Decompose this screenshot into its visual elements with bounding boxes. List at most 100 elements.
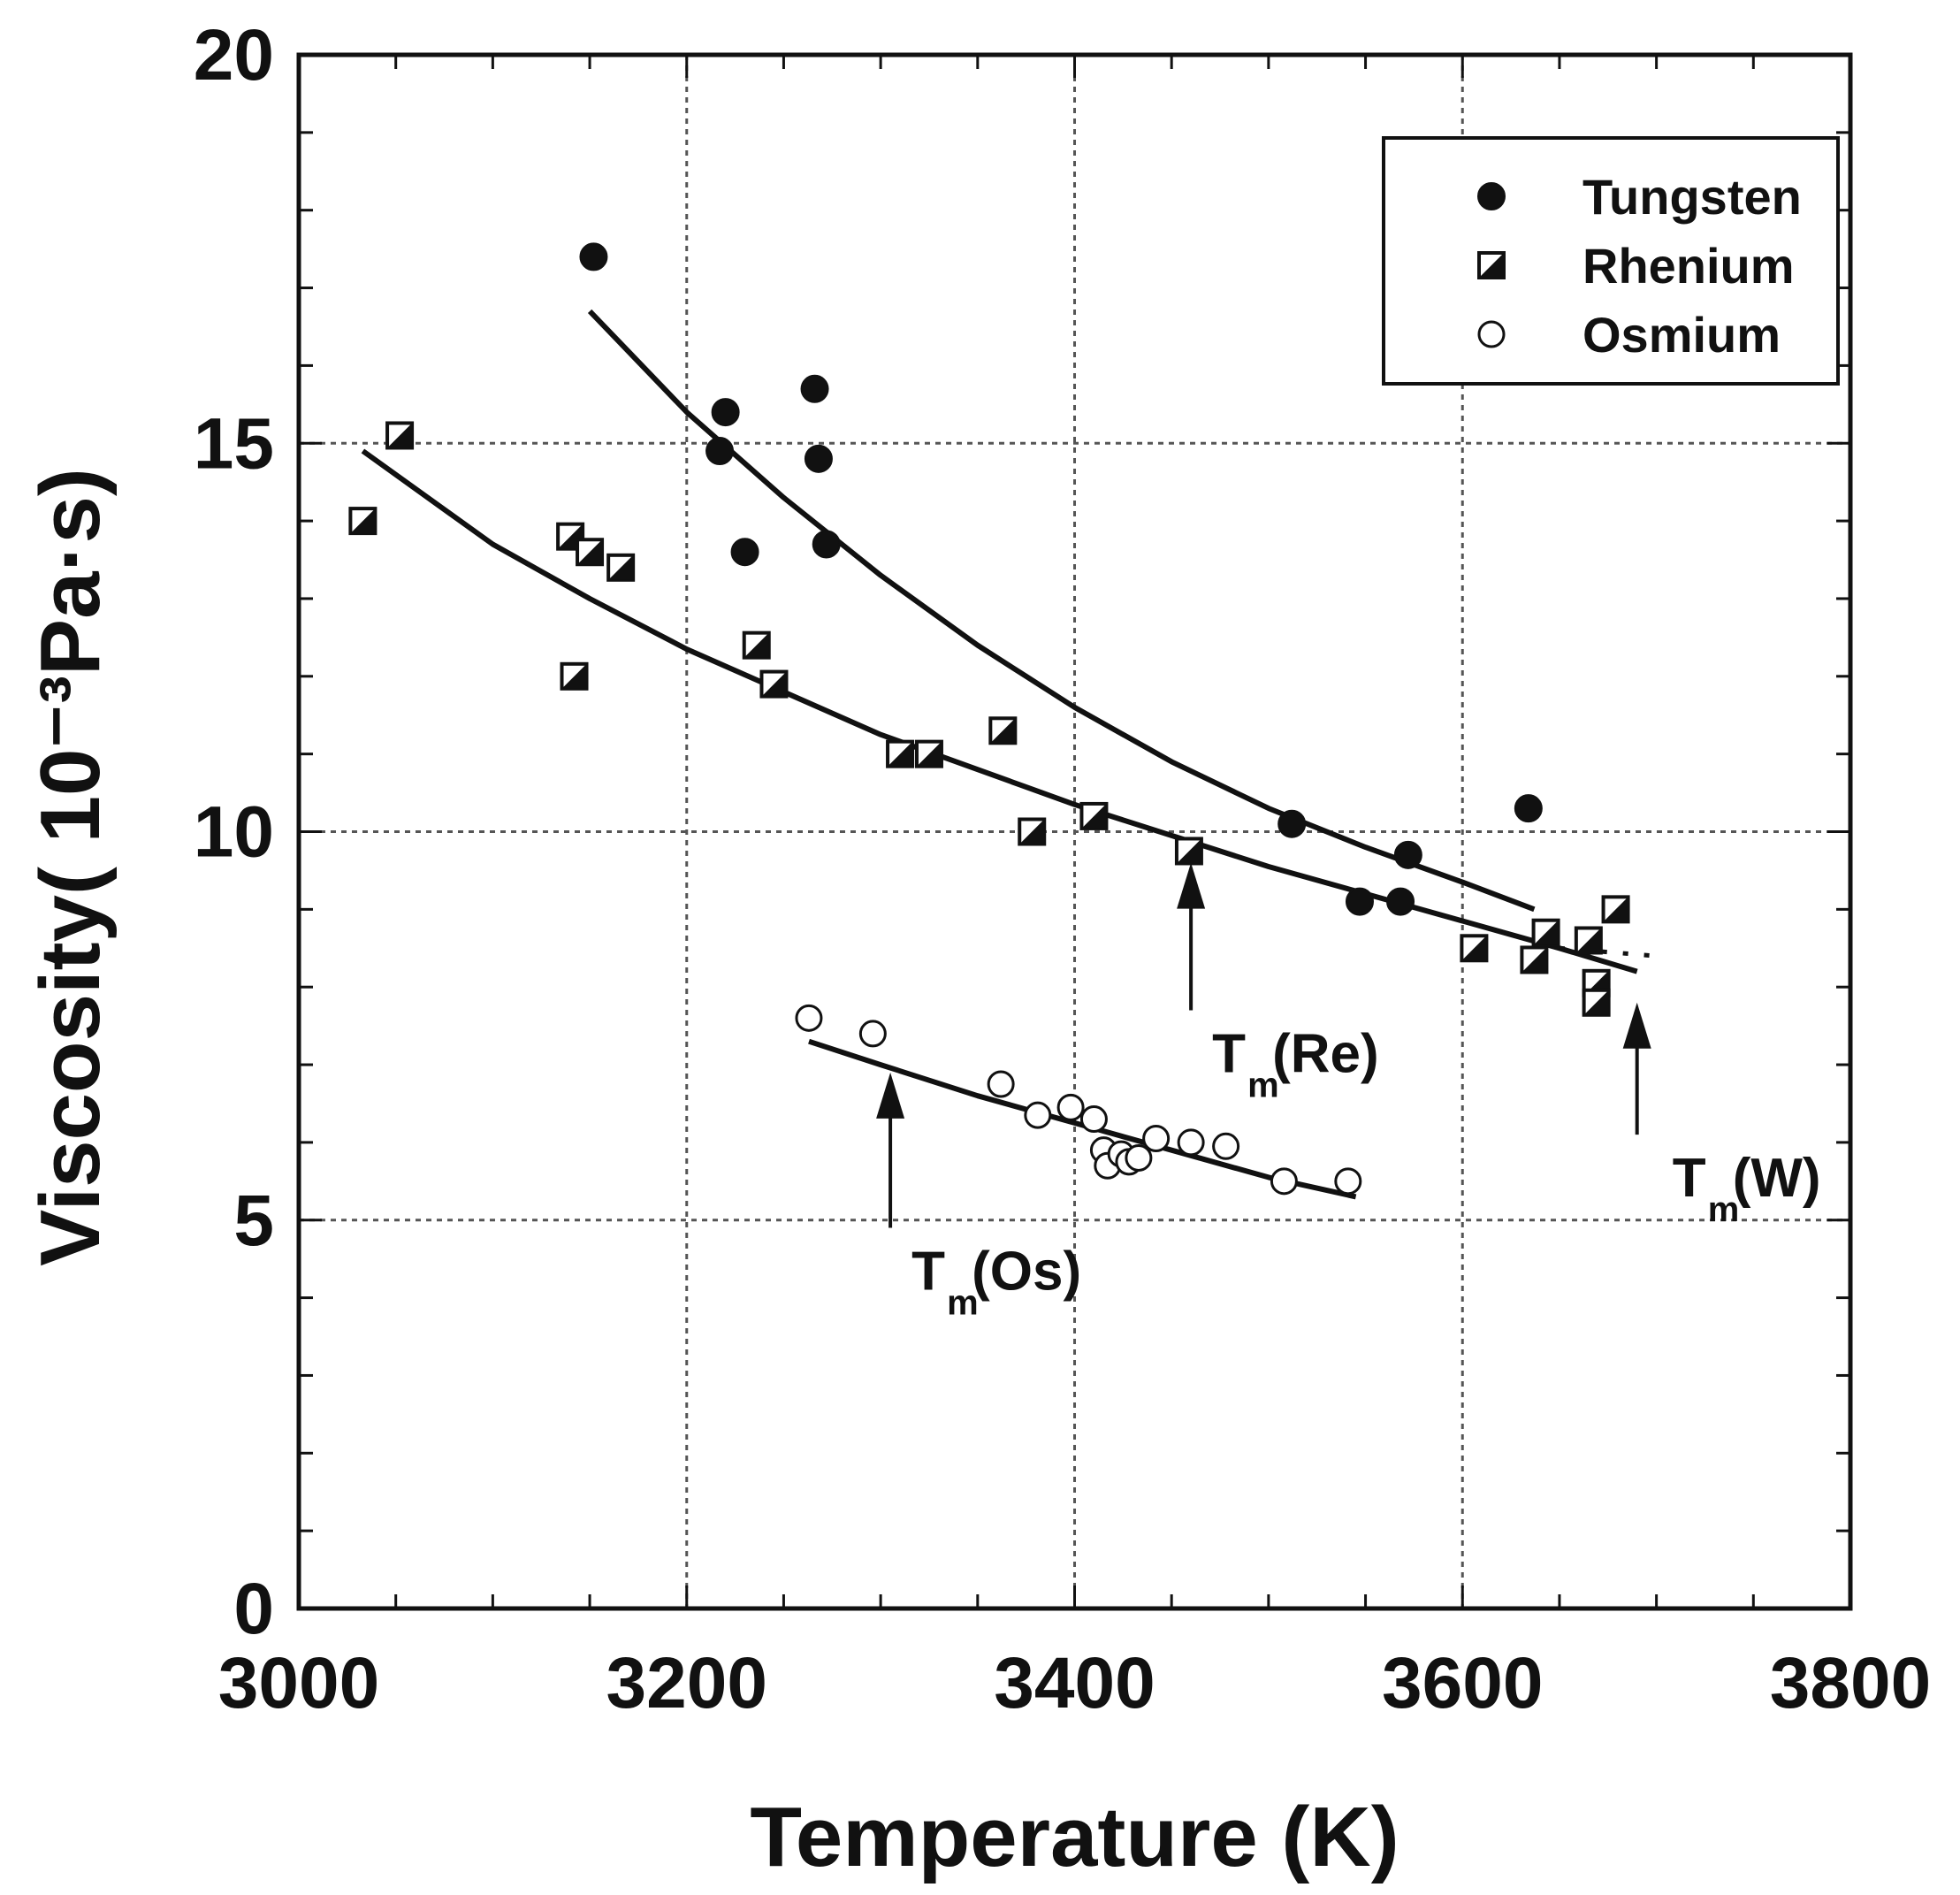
marker-square-fill [1575, 928, 1601, 953]
marker-square-fill [561, 663, 587, 689]
rhenium-fit-curve [361, 448, 1638, 974]
rhenium-point-16 [1531, 918, 1560, 947]
osmium-point-13 [1212, 1132, 1240, 1160]
rhenium-point-19 [1582, 988, 1611, 1017]
rhenium-point-8 [886, 739, 915, 768]
marker-square-fill [744, 632, 769, 658]
rhenium-point-1 [385, 421, 415, 450]
rhenium-point-20 [1601, 895, 1630, 924]
rhenium-point-14 [1460, 934, 1489, 963]
rhenium-point-11 [1018, 817, 1047, 846]
y-tick-label-15: 15 [194, 403, 274, 484]
tungsten-point-1 [711, 398, 740, 427]
x-axis-title: Temperature (K) [750, 1790, 1399, 1884]
osmium-point-1 [858, 1020, 887, 1048]
marker-square-fill [916, 741, 942, 767]
tungsten-point-3 [730, 538, 759, 567]
x-tick-label-3200: 3200 [606, 1643, 767, 1723]
plot-frame [296, 52, 1853, 1611]
legend-marker-tungsten [1477, 182, 1506, 210]
marker-square-fill [888, 741, 913, 767]
osmium-point-15 [1334, 1167, 1362, 1196]
marker-square-fill [1583, 990, 1609, 1015]
y-axis-title: Viscosity( 10⁻³Pa·s) [23, 468, 118, 1266]
legend-entries: Tungsten Rhenium Osmium [1477, 169, 1802, 363]
osmium-fit-curve [808, 1038, 1357, 1200]
y-tick-label-0: 0 [233, 1569, 274, 1649]
arrow-head [876, 1072, 905, 1119]
x-tick-label-3800: 3800 [1770, 1643, 1931, 1723]
legend-label-osmium: Osmium [1582, 307, 1781, 363]
osmium-point-11 [1142, 1125, 1171, 1153]
y-tick-label-5: 5 [233, 1181, 274, 1261]
rhenium-point-0 [348, 507, 378, 536]
tm-subscript: m [1247, 1066, 1279, 1105]
osmium-point-4 [1056, 1093, 1085, 1121]
tungsten-point-11 [1514, 794, 1543, 823]
legend-label-tungsten: Tungsten [1582, 169, 1802, 225]
marker-square-fill [990, 718, 1016, 744]
x-tick-labels: 3000 3200 3400 3600 3800 [218, 1643, 1931, 1723]
tungsten-point-0 [579, 242, 608, 271]
legend: Tungsten Rhenium Osmium [1382, 136, 1840, 386]
y-tick-label-10: 10 [194, 792, 274, 873]
y-tick-label-20: 20 [194, 15, 274, 96]
rhenium-point-2 [556, 522, 585, 551]
rhenium-point-15 [1520, 945, 1549, 974]
osmium-point-14 [1270, 1167, 1298, 1196]
osmium-point-2 [987, 1070, 1015, 1098]
marker-square-fill [350, 508, 376, 534]
arrow-head [1177, 862, 1206, 909]
legend-marker-osmium [1477, 320, 1506, 348]
rhenium-point-10 [988, 716, 1018, 745]
tm-annotation-re: Tm(Re) [1177, 862, 1379, 1105]
rhenium-point-9 [914, 739, 943, 768]
marker-square-fill [1019, 819, 1045, 844]
osmium-point-3 [1024, 1101, 1052, 1129]
tm-label: T [1212, 1024, 1246, 1085]
rhenium-point-13 [1174, 837, 1203, 866]
x-tick-label-3600: 3600 [1382, 1643, 1543, 1723]
marker-square-fill [761, 671, 787, 697]
tungsten-point-4 [800, 374, 829, 403]
marker-square-fill [577, 539, 603, 565]
data-markers [348, 242, 1630, 1196]
osmium-point-12 [1177, 1128, 1205, 1157]
marker-square-fill [1603, 897, 1628, 922]
tungsten-point-10 [1393, 840, 1422, 869]
rhenium-point-7 [759, 669, 789, 699]
tm-suffix: (W) [1733, 1148, 1821, 1209]
rhenium-point-5 [560, 661, 589, 691]
marker-square-fill [1461, 936, 1487, 961]
tm-annotation-w: Tm(W) [1622, 1002, 1821, 1229]
osmium-point-5 [1079, 1105, 1108, 1134]
tm-annotation-os: Tm(Os) [876, 1072, 1081, 1323]
tm-label: T [911, 1242, 945, 1303]
legend-marker-rhenium [1477, 251, 1506, 279]
marker-square-fill [1479, 253, 1504, 278]
osmium-point-10 [1125, 1143, 1153, 1172]
y-tick-labels: 0 5 10 15 20 [194, 15, 274, 1649]
rhenium-point-4 [606, 553, 636, 582]
arrow-head [1622, 1002, 1651, 1049]
marker-square-fill [1533, 920, 1559, 945]
marker-square-fill [1081, 803, 1107, 829]
x-tick-label-3400: 3400 [994, 1643, 1155, 1723]
tm-subscript: m [1708, 1190, 1740, 1229]
marker-square-fill [387, 423, 413, 448]
marker-square-fill [1521, 947, 1547, 973]
marker-square-fill [1176, 838, 1201, 864]
rhenium-point-3 [576, 538, 605, 567]
x-tick-label-3000: 3000 [218, 1643, 379, 1723]
tungsten-point-2 [705, 437, 735, 466]
tungsten-point-8 [1345, 887, 1374, 916]
osmium-point-0 [795, 1004, 823, 1032]
tm-subscript: m [947, 1284, 979, 1323]
tungsten-point-6 [812, 530, 841, 559]
marker-square-fill [608, 554, 634, 580]
melting-point-annotations: Tm(Re)Tm(Os)Tm(W) [876, 862, 1821, 1323]
legend-box [1382, 136, 1840, 386]
tungsten-point-9 [1386, 887, 1415, 916]
rhenium-point-6 [742, 630, 771, 660]
tungsten-point-5 [804, 444, 833, 473]
